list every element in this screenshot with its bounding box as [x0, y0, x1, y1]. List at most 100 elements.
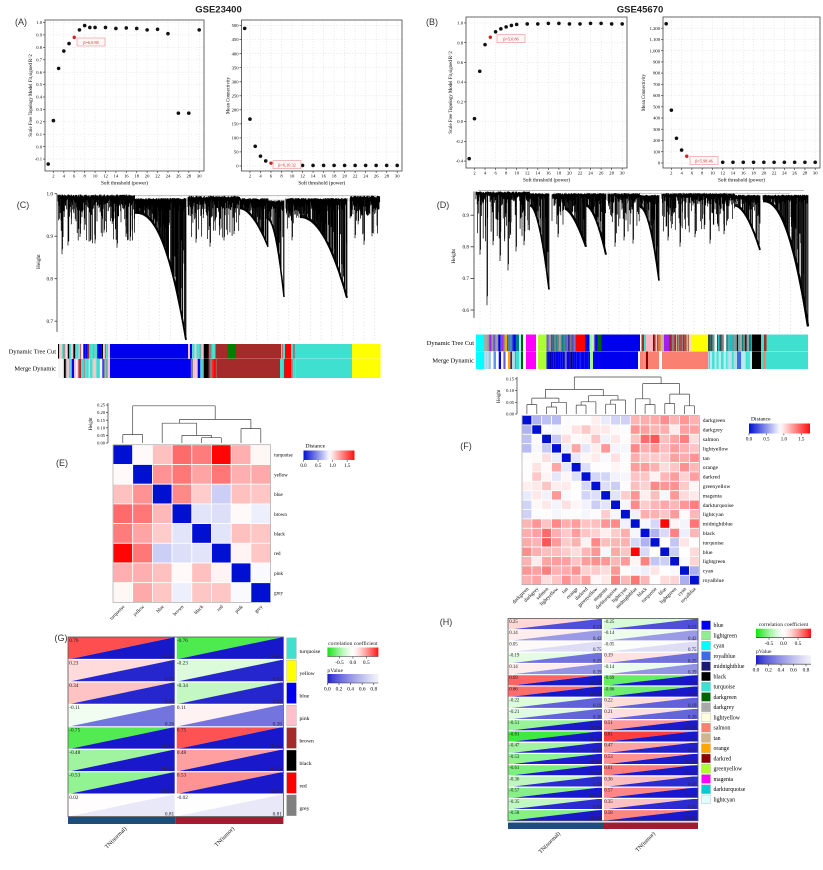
svg-text:-0.48: -0.48 — [69, 750, 80, 756]
svg-text:28: 28 — [609, 171, 614, 176]
svg-text:lightyellow: lightyellow — [714, 715, 741, 721]
svg-text:0.0: 0.0 — [300, 464, 307, 469]
svg-text:0.11: 0.11 — [177, 705, 186, 711]
svg-text:1.0: 1.0 — [36, 20, 42, 25]
svg-text:14: 14 — [114, 174, 119, 179]
svg-text:-0.81: -0.81 — [509, 732, 520, 737]
svg-text:brown: brown — [300, 739, 314, 745]
svg-text:-0.76: -0.76 — [177, 638, 188, 644]
svg-text:20: 20 — [762, 171, 767, 176]
svg-text:0.02: 0.02 — [69, 795, 79, 801]
svg-text:0.66: 0.66 — [509, 687, 518, 692]
svg-text:Merge Dynamic: Merge Dynamic — [432, 358, 474, 365]
svg-text:30: 30 — [197, 174, 202, 179]
svg-text:0.5: 0.5 — [363, 660, 370, 666]
svg-text:pink: pink — [274, 572, 283, 577]
svg-text:0.5: 0.5 — [36, 82, 42, 87]
svg-text:GSE23400: GSE23400 — [195, 5, 241, 16]
svg-text:lightyellow: lightyellow — [703, 446, 729, 452]
svg-text:-0.47: -0.47 — [509, 744, 520, 749]
svg-text:0.9: 0.9 — [47, 234, 54, 240]
svg-text:24: 24 — [782, 171, 787, 176]
svg-text:(F): (F) — [460, 441, 472, 451]
svg-text:cyan: cyan — [703, 569, 714, 575]
svg-text:0.2: 0.2 — [457, 100, 463, 105]
svg-text:700: 700 — [653, 82, 661, 87]
svg-text:Mean Connectivity: Mean Connectivity — [227, 76, 232, 114]
svg-text:0.6: 0.6 — [457, 60, 463, 65]
svg-text:-0.58: -0.58 — [509, 811, 520, 816]
svg-text:0.21: 0.21 — [604, 710, 613, 715]
svg-text:28: 28 — [803, 171, 808, 176]
svg-text:14: 14 — [731, 171, 736, 176]
svg-text:-0.34: -0.34 — [177, 683, 188, 689]
svg-text:blue: blue — [300, 694, 310, 700]
svg-text:20: 20 — [342, 174, 347, 179]
svg-text:midnightblue: midnightblue — [714, 664, 745, 670]
svg-text:-0.22: -0.22 — [509, 699, 520, 704]
svg-text:12: 12 — [103, 174, 108, 179]
svg-text:0.20: 0.20 — [97, 410, 106, 415]
svg-text:14: 14 — [311, 174, 316, 179]
svg-text:lightcyan: lightcyan — [703, 512, 724, 518]
svg-text:0.53: 0.53 — [604, 755, 613, 760]
svg-text:0.69: 0.69 — [509, 676, 518, 681]
svg-text:24: 24 — [166, 174, 171, 179]
svg-text:Merge Dynamic: Merge Dynamic — [14, 365, 56, 372]
svg-text:24: 24 — [363, 174, 368, 179]
svg-text:0.4: 0.4 — [457, 80, 463, 85]
svg-text:Height: Height — [89, 417, 94, 431]
svg-text:greenyellow: greenyellow — [703, 484, 732, 490]
svg-text:0.23: 0.23 — [69, 660, 79, 666]
svg-text:Height: Height — [497, 389, 502, 403]
svg-text:0.22: 0.22 — [604, 699, 613, 704]
svg-text:Dynamic Tree Cut: Dynamic Tree Cut — [427, 340, 474, 347]
svg-text:0.00: 0.00 — [97, 441, 106, 446]
svg-text:450: 450 — [232, 37, 240, 42]
svg-text:0.75: 0.75 — [177, 728, 187, 734]
svg-text:grey: grey — [274, 592, 283, 597]
svg-text:Soft threshold (power): Soft threshold (power) — [101, 180, 148, 187]
svg-text:-0.66: -0.66 — [604, 687, 615, 692]
svg-text:0.4: 0.4 — [347, 687, 354, 693]
svg-text:-0.05: -0.05 — [604, 643, 615, 648]
svg-text:0.4: 0.4 — [36, 95, 42, 100]
svg-text:yellow: yellow — [274, 473, 288, 478]
svg-text:-0.02: -0.02 — [177, 795, 188, 801]
svg-text:0.05: 0.05 — [97, 433, 106, 438]
svg-text:-0.5: -0.5 — [335, 660, 344, 666]
svg-text:20: 20 — [145, 174, 150, 179]
svg-text:0.6: 0.6 — [463, 308, 470, 314]
svg-text:0.58: 0.58 — [604, 811, 613, 816]
svg-text:0.6: 0.6 — [790, 668, 797, 674]
svg-text:-0.19: -0.19 — [509, 654, 520, 659]
svg-text:0.0: 0.0 — [746, 438, 753, 443]
svg-text:26: 26 — [792, 171, 797, 176]
svg-text:300: 300 — [232, 79, 240, 84]
svg-text:lightcyan: lightcyan — [714, 797, 736, 803]
svg-text:0.57: 0.57 — [604, 789, 613, 794]
svg-text:28: 28 — [384, 174, 389, 179]
svg-text:black: black — [274, 533, 285, 538]
svg-text:0.7: 0.7 — [463, 276, 470, 282]
svg-text:-0.57: -0.57 — [509, 789, 520, 794]
svg-text:1.5: 1.5 — [798, 438, 805, 443]
svg-text:correlation coefficient: correlation coefficient — [759, 621, 809, 628]
svg-text:(C): (C) — [17, 200, 30, 210]
svg-text:royalblue: royalblue — [703, 578, 725, 584]
svg-text:500: 500 — [653, 104, 661, 109]
svg-text:0.34: 0.34 — [69, 683, 79, 689]
svg-text:30: 30 — [813, 171, 818, 176]
svg-text:(B): (B) — [426, 17, 438, 27]
svg-text:-0.14: -0.14 — [604, 665, 615, 670]
svg-text:0.15: 0.15 — [97, 418, 106, 423]
svg-text:1.0: 1.0 — [47, 192, 54, 198]
svg-text:28: 28 — [187, 174, 192, 179]
svg-text:0.47: 0.47 — [604, 744, 613, 749]
svg-text:-0.14: -0.14 — [604, 631, 615, 636]
svg-text:0.7: 0.7 — [47, 319, 54, 325]
svg-text:correlation coefficient: correlation coefficient — [328, 640, 378, 647]
svg-text:16: 16 — [321, 174, 326, 179]
svg-text:14: 14 — [536, 171, 541, 176]
svg-text:200: 200 — [232, 107, 240, 112]
